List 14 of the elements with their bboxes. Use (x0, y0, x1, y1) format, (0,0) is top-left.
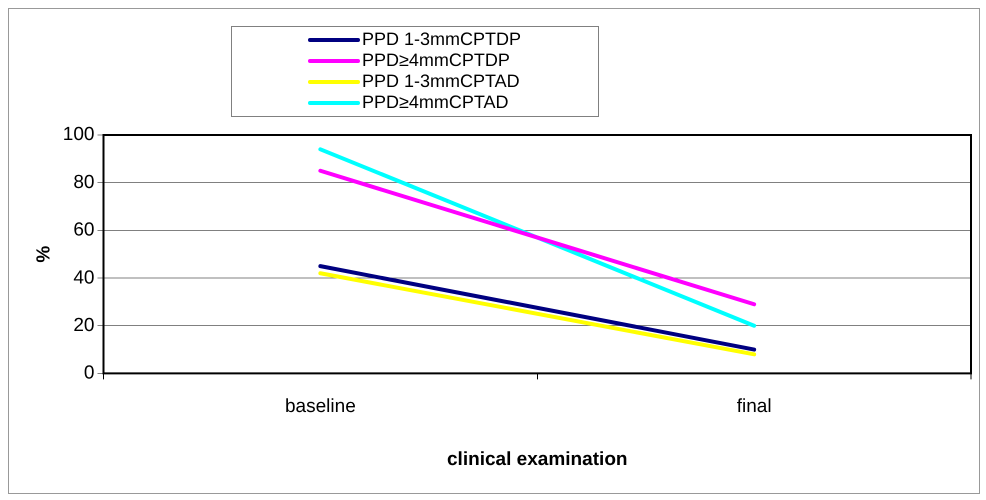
y-tick-label: 60 (73, 220, 94, 241)
legend-label: PPD 1-3mmCPTAD (362, 71, 520, 92)
y-tick-label: 40 (73, 267, 94, 288)
y-tick-label: 80 (73, 172, 94, 193)
x-tick-label: baseline (284, 396, 356, 418)
y-tick-label: 20 (73, 314, 94, 336)
y-axis-title: % (34, 246, 55, 263)
x-tick-label: final (736, 396, 772, 418)
y-tick-label: 0 (84, 362, 94, 384)
legend-label: PPD 1-3mmCPTDP (362, 29, 522, 50)
legend-label: PPD≥4mmCPTDP (362, 50, 510, 71)
y-tick-label: 100 (62, 124, 94, 146)
legend-label: PPD≥4mmCPTAD (362, 92, 509, 113)
x-axis-title: clinical examination (446, 448, 628, 470)
